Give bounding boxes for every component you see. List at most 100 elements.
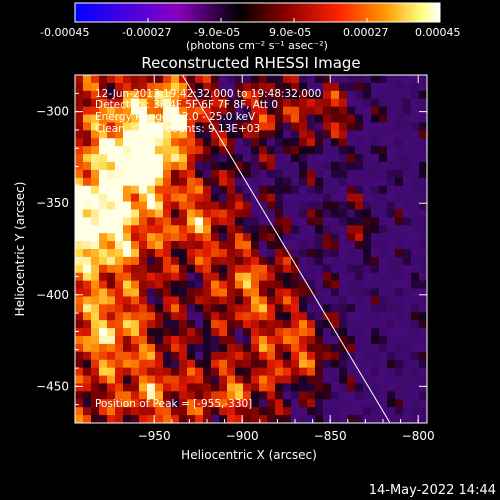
heatmap-cell [91, 320, 100, 329]
heatmap-cell [75, 233, 84, 242]
heatmap-cell [195, 264, 204, 274]
heatmap-cell [171, 146, 180, 155]
heatmap-cell [419, 407, 427, 416]
heatmap-cell [131, 256, 140, 266]
heatmap-cell [363, 343, 372, 353]
heatmap-cell [211, 383, 220, 392]
heatmap-cell [339, 256, 348, 266]
heatmap-cell [315, 351, 324, 361]
heatmap-cell [163, 106, 172, 116]
heatmap-cell [259, 367, 268, 377]
heatmap-cell [155, 351, 164, 361]
heatmap-cell [115, 304, 124, 313]
heatmap-cell [331, 201, 340, 211]
heatmap-cell [403, 169, 412, 179]
heatmap-cell [115, 193, 124, 203]
heatmap-cell [139, 169, 148, 179]
heatmap-cell [107, 407, 116, 416]
heatmap-cell [419, 288, 427, 298]
heatmap-cell [355, 169, 364, 179]
heatmap-cell [139, 82, 148, 92]
heatmap-cell [83, 98, 92, 108]
heatmap-cell [163, 98, 172, 108]
heatmap-cell [275, 177, 284, 187]
heatmap-cell [379, 114, 388, 124]
heatmap-cell [83, 336, 92, 345]
heatmap-cell [83, 359, 92, 369]
heatmap-cell [147, 201, 156, 211]
heatmap-cell [267, 304, 276, 313]
heatmap-cell [251, 264, 260, 274]
heatmap-cell [115, 209, 124, 218]
heatmap-cell [83, 209, 92, 218]
heatmap-cell [419, 383, 427, 392]
heatmap-cell [363, 280, 372, 290]
heatmap-cell [411, 177, 420, 187]
heatmap-cell [283, 122, 292, 131]
heatmap-cell [83, 367, 92, 377]
heatmap-cell [347, 399, 356, 408]
heatmap-cell [243, 90, 252, 100]
heatmap-cell [379, 280, 388, 290]
heatmap-cell [91, 241, 100, 250]
heatmap-cell [107, 288, 116, 298]
heatmap-cell [123, 209, 132, 218]
heatmap-cell [219, 343, 228, 353]
heatmap-cell [171, 233, 180, 242]
heatmap-cell [331, 249, 340, 258]
heatmap-cell [387, 272, 396, 282]
heatmap-cell [187, 185, 196, 195]
heatmap-cell [283, 241, 292, 250]
heatmap-cell [323, 82, 332, 92]
heatmap-cell [411, 90, 420, 100]
heatmap-cell [419, 320, 427, 329]
heatmap-cell [211, 320, 220, 329]
heatmap-cell [227, 106, 236, 116]
heatmap-cell [283, 177, 292, 187]
heatmap-cell [115, 343, 124, 353]
heatmap-cell [187, 162, 196, 171]
heatmap-cell [211, 407, 220, 416]
heatmap-cell [211, 328, 220, 337]
heatmap-cell [291, 296, 300, 305]
heatmap-cell [355, 146, 364, 155]
heatmap-cell [275, 296, 284, 305]
heatmap-cell [155, 249, 164, 258]
heatmap-cell [307, 241, 316, 250]
heatmap-cell [75, 185, 84, 195]
heatmap-cell [203, 225, 212, 234]
heatmap-cell [83, 320, 92, 329]
heatmap-cell [307, 359, 316, 369]
heatmap-cell [179, 169, 188, 179]
heatmap-cell [115, 264, 124, 274]
heatmap-cell [235, 201, 244, 211]
heatmap-cell [179, 280, 188, 290]
heatmap-cell [211, 225, 220, 234]
heatmap-cell [283, 391, 292, 400]
heatmap-cell [171, 98, 180, 108]
heatmap-cell [227, 272, 236, 282]
heatmap-cell [123, 185, 132, 195]
heatmap-cell [315, 82, 324, 92]
heatmap-cell [379, 272, 388, 282]
heatmap-cell [235, 391, 244, 400]
heatmap-cell [187, 312, 196, 321]
heatmap-cell [395, 272, 404, 282]
heatmap-cell [363, 122, 372, 131]
heatmap-cell [283, 193, 292, 203]
heatmap-cell [139, 296, 148, 305]
heatmap-cell [227, 351, 236, 361]
heatmap-cell [91, 138, 100, 147]
heatmap-cell [99, 280, 108, 290]
heatmap-cell [299, 351, 308, 361]
heatmap-cell [203, 304, 212, 313]
heatmap-cell [307, 185, 316, 195]
heatmap-cell [299, 217, 308, 226]
heatmap-cell [107, 201, 116, 211]
heatmap-cell [219, 359, 228, 369]
heatmap-cell [211, 138, 220, 147]
heatmap-cell [291, 90, 300, 100]
heatmap-cell [323, 359, 332, 369]
heatmap-cell [211, 415, 220, 423]
heatmap-cell [291, 169, 300, 179]
